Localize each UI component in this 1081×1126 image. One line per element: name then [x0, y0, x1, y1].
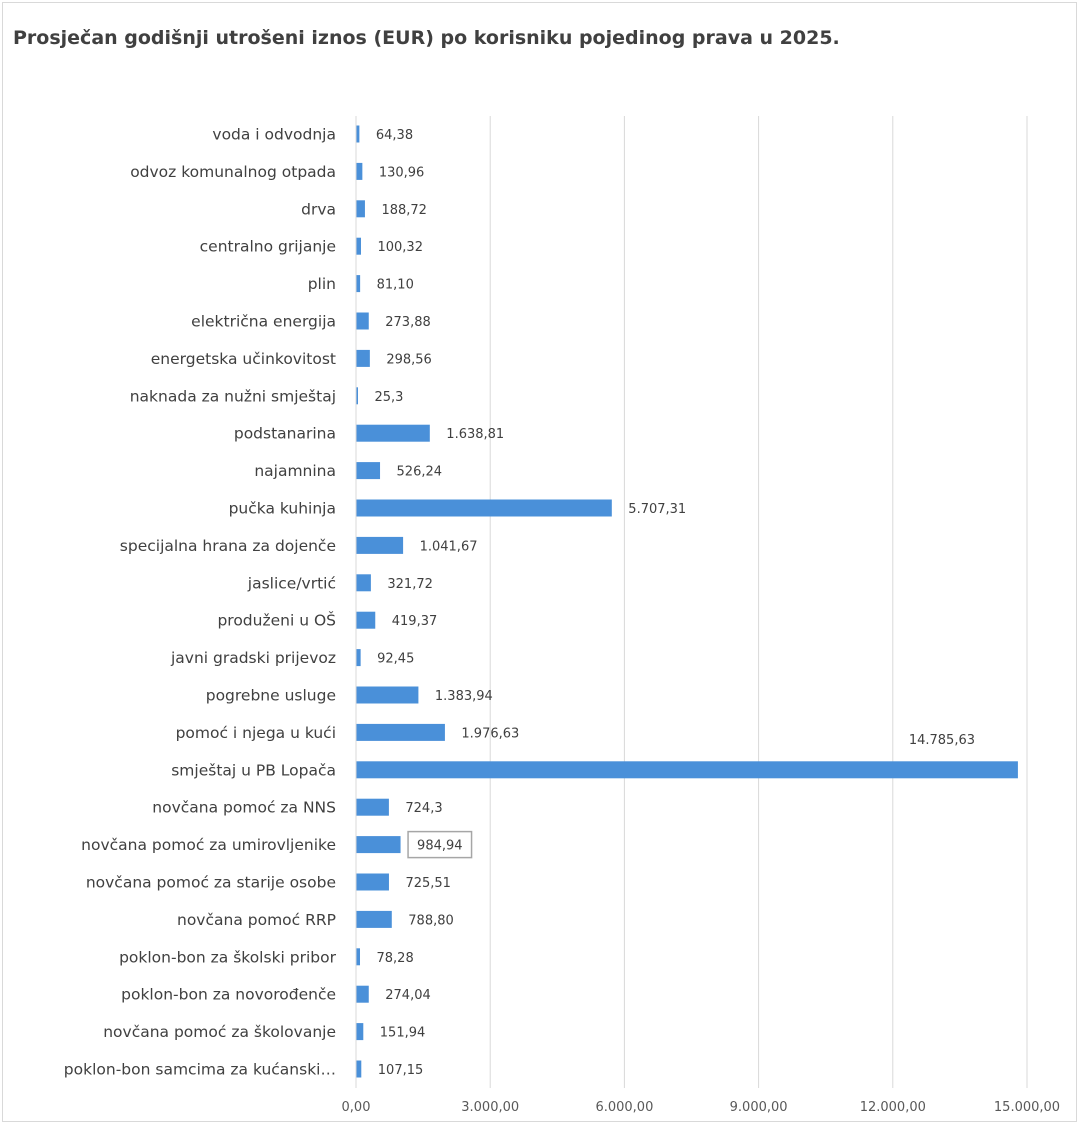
value-label: 81,10 [377, 278, 414, 293]
category-label: produženi u OŠ [217, 611, 336, 630]
category-label: jaslice/vrtić [247, 574, 336, 592]
value-label: 1.041,67 [420, 539, 478, 554]
value-label: 298,56 [386, 352, 432, 367]
bar [356, 237, 361, 255]
bar [356, 162, 363, 180]
category-label: pogrebne usluge [206, 687, 336, 705]
x-tick-label: 15.000,00 [994, 1100, 1060, 1115]
category-label: javni gradski prijevoz [170, 649, 336, 667]
bar [356, 536, 404, 554]
category-label: naknada za nužni smještaj [130, 387, 336, 405]
category-label: poklon-bon za novorođenče [121, 986, 336, 1004]
bar [356, 499, 612, 517]
x-tick-label: 6.000,00 [595, 1100, 653, 1115]
category-label: novčana pomoć za NNS [152, 799, 336, 817]
category-label: novčana pomoć za starije osobe [86, 874, 336, 892]
value-label: 725,51 [405, 876, 451, 891]
category-label: specijalna hrana za dojenče [120, 537, 336, 555]
category-label: poklon-bon samcima za kućanski… [64, 1061, 336, 1079]
x-tick-label: 0,00 [342, 1100, 371, 1115]
chart-title: Prosječan godišnji utrošeni iznos (EUR) … [13, 27, 840, 49]
category-label: voda i odvodnja [212, 126, 336, 144]
value-label-box [407, 830, 473, 859]
bar [356, 649, 361, 667]
category-label: poklon-bon za školski pribor [119, 948, 337, 966]
value-label: 419,37 [392, 614, 438, 629]
value-label: 1.638,81 [446, 427, 504, 442]
category-label: plin [308, 275, 336, 293]
category-label: energetska učinkovitost [151, 350, 336, 368]
bar [356, 948, 361, 966]
bar [356, 1023, 364, 1041]
bar [356, 125, 360, 143]
value-label: 1.976,63 [461, 726, 519, 741]
bar [356, 910, 392, 928]
bar [356, 873, 389, 891]
value-label: 78,28 [377, 951, 414, 966]
bar [356, 686, 419, 704]
value-label: 188,72 [381, 203, 427, 218]
bar [356, 200, 365, 218]
category-label: drva [301, 200, 336, 218]
bar [356, 462, 381, 480]
bar [356, 424, 430, 442]
x-tick-label: 3.000,00 [461, 1100, 519, 1115]
value-label: 92,45 [377, 652, 414, 667]
value-label: 5.707,31 [628, 502, 686, 517]
value-label: 107,15 [378, 1063, 424, 1078]
value-label: 25,3 [375, 390, 404, 405]
bar [356, 387, 358, 405]
bar [356, 349, 370, 367]
bar [356, 1060, 362, 1078]
bar [356, 798, 389, 816]
value-label: 130,96 [379, 165, 425, 180]
category-label: električna energija [191, 313, 336, 331]
value-label: 526,24 [397, 465, 443, 480]
bar [356, 985, 369, 1003]
bar [356, 611, 376, 629]
category-label: podstanarina [234, 425, 336, 443]
bar [356, 723, 445, 741]
value-label: 151,94 [380, 1026, 426, 1041]
value-label: 724,3 [405, 801, 442, 816]
bar [356, 761, 1018, 779]
category-label: smještaj u PB Lopača [171, 761, 336, 779]
value-label: 64,38 [376, 128, 413, 143]
value-label: 1.383,94 [435, 689, 493, 704]
category-label: pučka kuhinja [229, 500, 336, 518]
bar [356, 836, 401, 854]
x-tick-label: 12.000,00 [860, 1100, 926, 1115]
bar [356, 574, 371, 592]
value-label: 984,94 [417, 839, 463, 854]
value-label: 321,72 [387, 577, 433, 592]
category-label: novčana pomoć za umirovljenike [81, 836, 336, 854]
value-label: 100,32 [377, 240, 423, 255]
category-label: novčana pomoć za školovanje [103, 1023, 336, 1041]
value-label: 14.785,63 [909, 733, 975, 748]
category-label: centralno grijanje [200, 238, 336, 256]
x-tick-label: 9.000,00 [730, 1100, 788, 1115]
category-label: novčana pomoć RRP [177, 911, 336, 929]
category-label: pomoć i njega u kući [176, 724, 336, 742]
bar [356, 275, 361, 293]
value-label: 788,80 [408, 913, 454, 928]
value-label: 273,88 [385, 315, 431, 330]
category-label: najamnina [254, 462, 336, 480]
category-label: odvoz komunalnog otpada [130, 163, 336, 181]
value-label: 274,04 [385, 988, 431, 1003]
bar [356, 312, 369, 330]
